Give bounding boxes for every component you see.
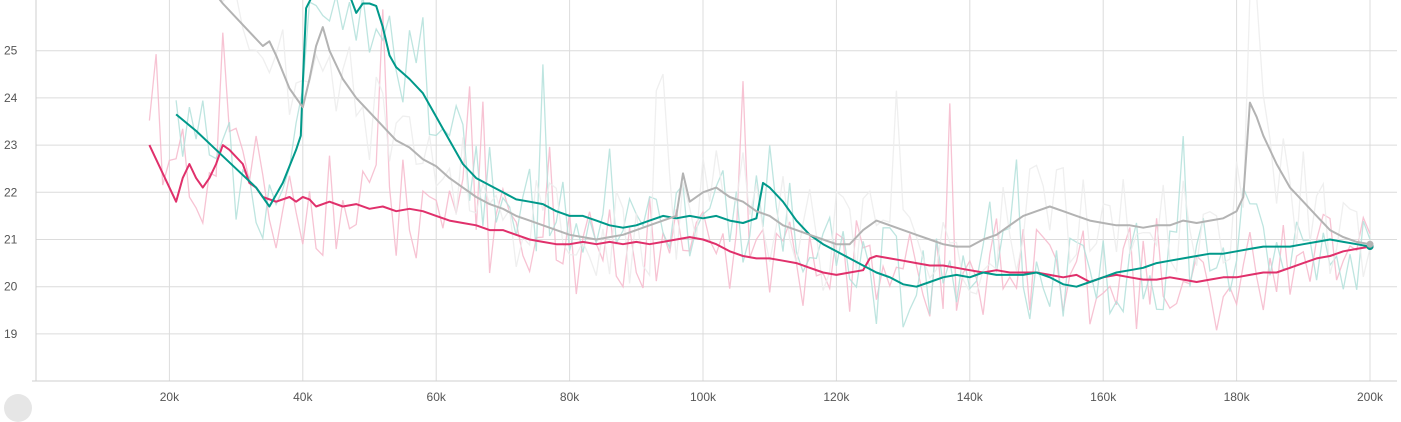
- line-chart: 19 20 21 22 23 24 25 20k 40k 60k 80k 100k 120k 140k 16…: [4, 0, 1397, 404]
- x-tick-label: 200k: [1357, 390, 1384, 404]
- raw-series-trace: [220, 0, 1371, 295]
- y-tick-label: 22: [4, 185, 18, 199]
- y-tick-label: 25: [4, 44, 18, 58]
- x-tick-label: 20k: [160, 390, 180, 404]
- x-tick-label: 40k: [293, 390, 313, 404]
- grid-lines: [32, 0, 1397, 382]
- smoothed-series-lines: [148, 0, 1374, 288]
- y-tick-label: 21: [4, 233, 18, 247]
- y-tick-label: 24: [4, 91, 18, 105]
- series-line: [175, 0, 1371, 288]
- x-tick-label: 80k: [560, 390, 580, 404]
- x-tick-label: 100k: [690, 390, 717, 404]
- x-tick-label: 120k: [823, 390, 850, 404]
- y-tick-label: 19: [4, 327, 18, 341]
- series-line: [148, 144, 1371, 283]
- raw-series-trace: [148, 9, 1371, 331]
- series-line: [218, 0, 1371, 248]
- x-tick-label: 140k: [957, 390, 984, 404]
- x-tick-label: 180k: [1224, 390, 1251, 404]
- chart-corner-button[interactable]: [4, 394, 32, 422]
- axis-tick-labels: 19 20 21 22 23 24 25 20k 40k 60k 80k 100k 120k 140k 16…: [4, 44, 1384, 404]
- series-endpoint-marker: [1366, 240, 1374, 248]
- raw-series-trace: [175, 0, 1371, 328]
- x-tick-label: 160k: [1090, 390, 1117, 404]
- y-tick-label: 23: [4, 138, 18, 152]
- raw-series-traces: [148, 0, 1371, 331]
- y-tick-label: 20: [4, 280, 18, 294]
- x-tick-label: 60k: [427, 390, 447, 404]
